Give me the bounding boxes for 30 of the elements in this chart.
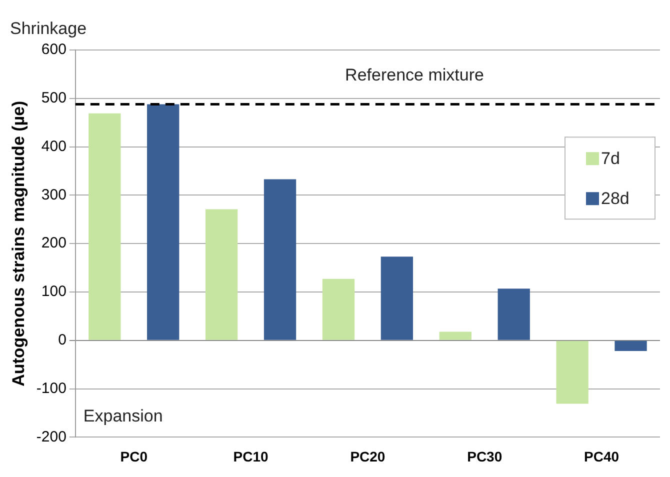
bar <box>439 332 472 340</box>
y-tick-label: 300 <box>41 186 66 204</box>
y-tick-label: 200 <box>41 234 66 252</box>
bar <box>498 288 530 340</box>
y-tick-label: -200 <box>36 428 66 446</box>
y-tick-label: -100 <box>36 380 66 397</box>
y-tick-label: 0 <box>58 332 66 349</box>
bar <box>556 340 588 404</box>
bar <box>322 278 355 340</box>
legend-label: 7d <box>601 148 620 168</box>
x-tick-label: PC10 <box>233 448 269 464</box>
y-tick-label: 100 <box>41 283 66 300</box>
annotation: Expansion <box>83 406 163 426</box>
bar <box>380 256 414 340</box>
bar <box>264 179 296 340</box>
bar <box>614 340 647 352</box>
text: Shrinkage <box>10 19 87 38</box>
y-tick-label: 600 <box>41 41 66 58</box>
y-tick-label: 500 <box>41 90 66 107</box>
y-tick-label: 400 <box>41 138 66 155</box>
bar <box>205 209 238 340</box>
x-tick-label: PC30 <box>467 448 502 464</box>
ref-line-label: Reference mixture <box>345 65 484 84</box>
bar <box>88 113 121 340</box>
bar <box>147 104 180 340</box>
legend-label: 28d <box>601 188 630 208</box>
x-tick-label: PC0 <box>120 448 148 464</box>
x-tick-label: PC40 <box>584 448 620 464</box>
y-axis-title: Autogenous strains magnitude (µe) <box>8 100 28 386</box>
x-tick-label: PC20 <box>350 448 386 464</box>
